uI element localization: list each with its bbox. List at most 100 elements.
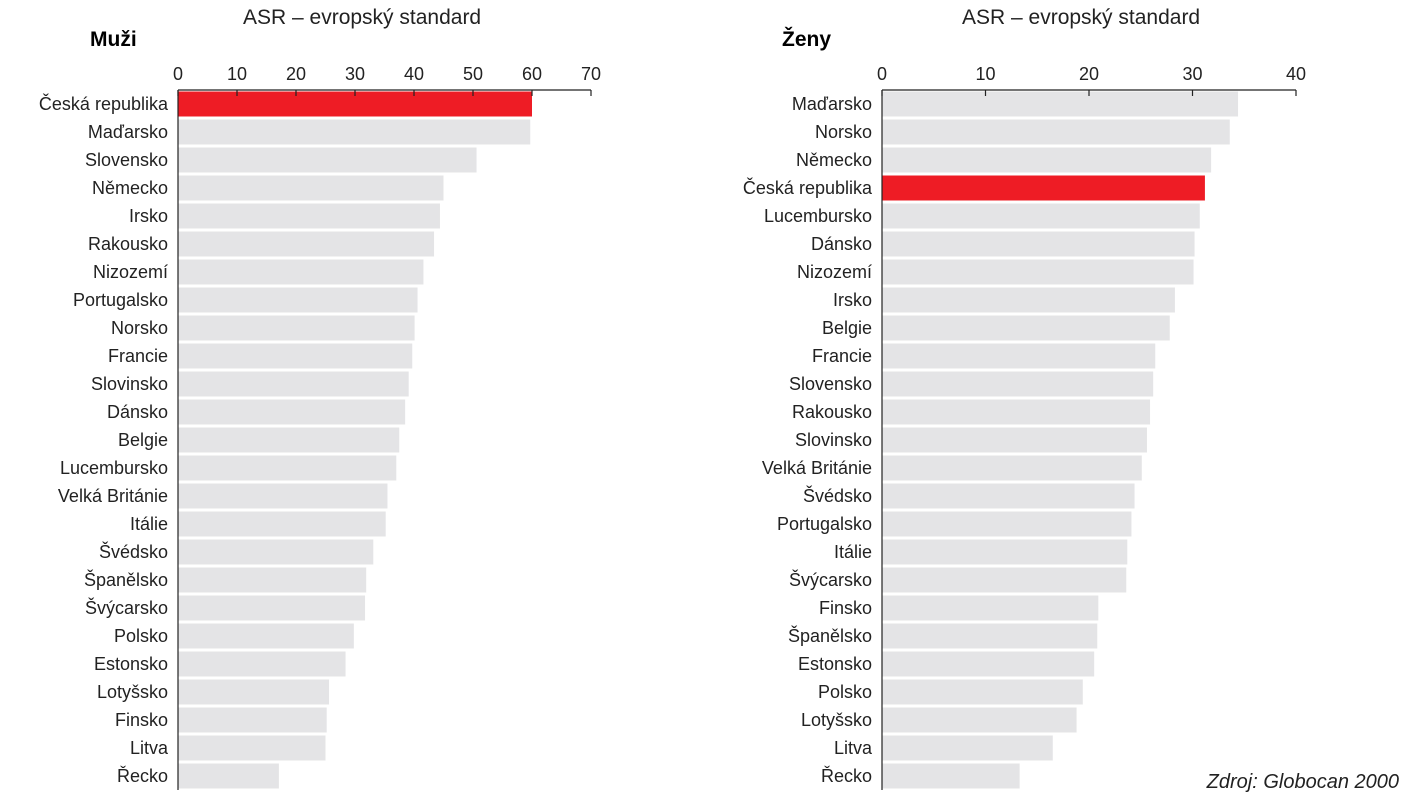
category-label: Lucembursko	[60, 458, 168, 478]
category-label: Německo	[796, 150, 872, 170]
bar	[178, 595, 366, 621]
category-label: Slovensko	[85, 150, 168, 170]
category-label: Estonsko	[94, 654, 168, 674]
category-label: Německo	[92, 178, 168, 198]
category-label: Velká Británie	[58, 486, 168, 506]
axis-title-men: ASR – evropský standard	[243, 6, 482, 29]
bar	[178, 707, 327, 733]
bar	[882, 511, 1132, 537]
category-label: Řecko	[821, 766, 872, 786]
bar	[882, 539, 1128, 565]
bar	[882, 91, 1239, 117]
category-label: Portugalsko	[777, 514, 872, 534]
x-tick-label: 0	[877, 64, 887, 84]
bar	[178, 231, 435, 257]
bar	[882, 595, 1099, 621]
bar	[882, 623, 1098, 649]
x-tick-label: 20	[286, 64, 306, 84]
category-label: Lotyšsko	[97, 682, 168, 702]
bar	[882, 763, 1020, 789]
category-label: Dánsko	[107, 402, 168, 422]
category-label: Česká republika	[39, 93, 169, 114]
bar	[882, 371, 1154, 397]
category-label: Slovinsko	[91, 374, 168, 394]
bar	[178, 259, 424, 285]
chart-men: ASR – evropský standard Muži Česká repub…	[0, 0, 700, 800]
category-label: Lotyšsko	[801, 710, 872, 730]
category-label: Finsko	[819, 598, 872, 618]
x-tick-label: 0	[173, 64, 183, 84]
bar	[178, 175, 444, 201]
category-label: Česká republika	[743, 177, 873, 198]
category-label: Maďarsko	[792, 94, 872, 114]
category-label: Belgie	[118, 430, 168, 450]
bar	[882, 343, 1156, 369]
bar	[882, 147, 1212, 173]
bar	[178, 539, 374, 565]
bar	[178, 147, 477, 173]
bar	[882, 427, 1147, 453]
bar-chart-women: Maďarsko Norsko Německo Česká republika Luce…	[743, 64, 1306, 790]
bar	[178, 399, 406, 425]
category-label: Nizozemí	[797, 262, 872, 282]
x-tick-label: 30	[1182, 64, 1202, 84]
bar	[178, 315, 415, 341]
bar	[178, 567, 367, 593]
bar	[178, 203, 440, 229]
category-label: Švýcarsko	[789, 569, 872, 590]
bar	[882, 483, 1135, 509]
category-label: Norsko	[111, 318, 168, 338]
category-label: Švédsko	[99, 541, 168, 562]
category-label: Itálie	[130, 514, 168, 534]
x-tick-label: 70	[581, 64, 601, 84]
bar	[882, 735, 1053, 761]
category-label: Portugalsko	[73, 290, 168, 310]
category-label: Španělsko	[84, 569, 168, 590]
bar	[178, 735, 326, 761]
x-tick-label: 50	[463, 64, 483, 84]
x-tick-label: 40	[1286, 64, 1306, 84]
category-label: Irsko	[833, 290, 872, 310]
category-label: Litva	[834, 738, 873, 758]
category-label: Rakousko	[792, 402, 872, 422]
bar	[882, 679, 1083, 705]
category-label: Slovensko	[789, 374, 872, 394]
category-label: Řecko	[117, 766, 168, 786]
chart-title-men: Muži	[90, 28, 137, 51]
bar	[882, 651, 1095, 677]
bar-chart-men: Česká republika Maďarsko Slovensko Německo I…	[39, 64, 601, 790]
source-note: Zdroj: Globocan 2000	[1206, 771, 1399, 793]
bar	[882, 455, 1142, 481]
bar	[882, 259, 1194, 285]
category-label: Norsko	[815, 122, 872, 142]
x-tick-label: 10	[227, 64, 247, 84]
chart-women: ASR – evropský standard Ženy Maďarsko Nor…	[700, 0, 1409, 800]
category-label: Polsko	[818, 682, 872, 702]
bar	[882, 231, 1195, 257]
bar-highlight	[882, 175, 1205, 201]
category-label: Velká Británie	[762, 458, 872, 478]
category-label: Švédsko	[803, 485, 872, 506]
category-label: Rakousko	[88, 234, 168, 254]
bar	[178, 483, 388, 509]
category-label: Francie	[108, 346, 168, 366]
bar	[178, 763, 279, 789]
bar	[178, 679, 330, 705]
bar	[882, 287, 1175, 313]
bar	[178, 455, 397, 481]
category-label: Irsko	[129, 206, 168, 226]
bar	[178, 371, 409, 397]
category-label: Dánsko	[811, 234, 872, 254]
bar	[178, 651, 346, 677]
bar	[178, 287, 418, 313]
bar	[882, 707, 1077, 733]
category-label: Estonsko	[798, 654, 872, 674]
chart-title-women: Ženy	[782, 28, 832, 51]
bar	[882, 567, 1127, 593]
category-label: Belgie	[822, 318, 872, 338]
category-label: Španělsko	[788, 625, 872, 646]
x-tick-label: 30	[345, 64, 365, 84]
bar	[882, 119, 1230, 145]
bar	[882, 399, 1151, 425]
x-tick-label: 40	[404, 64, 424, 84]
